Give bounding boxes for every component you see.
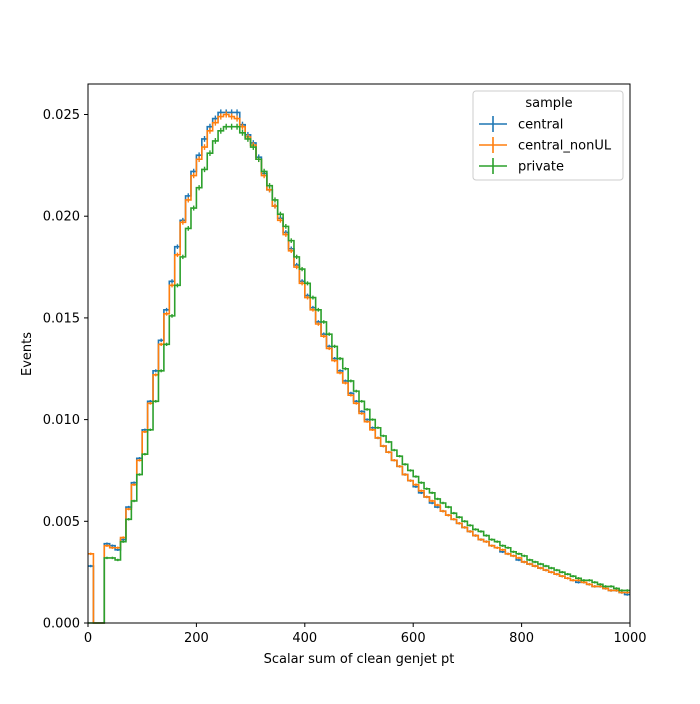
- series-central_nonUL: [88, 111, 630, 624]
- x-tick-label: 0: [84, 631, 92, 646]
- x-tick-label: 1000: [613, 631, 646, 646]
- legend-title: sample: [525, 96, 572, 111]
- y-tick-label: 0.000: [43, 617, 80, 632]
- x-axis-ticks: 0 200 400 600 800 1000: [84, 623, 647, 646]
- legend-box: [472, 90, 624, 181]
- y-axis-label: Events: [20, 332, 35, 376]
- legend-label: private: [518, 160, 564, 175]
- y-tick-label: 0.010: [43, 413, 80, 428]
- y-tick-label: 0.020: [43, 210, 80, 225]
- x-tick-label: 600: [401, 631, 426, 646]
- x-tick-label: 800: [509, 631, 534, 646]
- series-layer: [88, 109, 630, 624]
- series-private: [88, 123, 630, 624]
- y-tick-label: 0.005: [43, 515, 80, 530]
- legend-label: central: [518, 118, 563, 133]
- legend-item-central: central: [479, 116, 563, 133]
- y-tick-label: 0.015: [43, 311, 80, 326]
- y-axis-ticks: 0.000 0.005 0.010 0.015 0.020 0.025: [43, 108, 88, 632]
- axes-frame: [87, 83, 631, 624]
- x-axis-label: Scalar sum of clean genjet pt: [264, 652, 455, 667]
- y-tick-label: 0.025: [43, 108, 80, 123]
- x-tick-label: 400: [292, 631, 317, 646]
- legend-label: central_nonUL: [518, 139, 612, 154]
- legend-item-central_nonUL: central_nonUL: [479, 137, 612, 154]
- x-tick-label: 200: [184, 631, 209, 646]
- legend-item-private: private: [479, 158, 564, 175]
